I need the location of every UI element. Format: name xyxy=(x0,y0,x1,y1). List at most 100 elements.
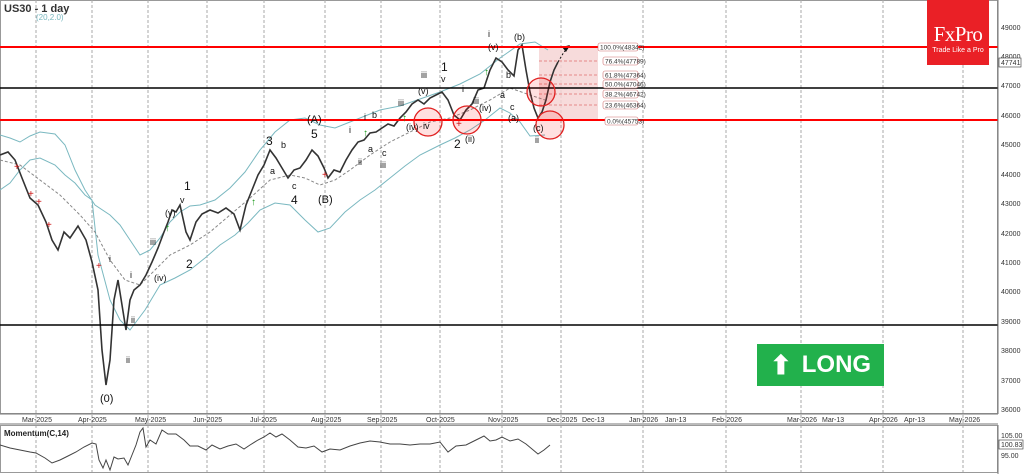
svg-text:Apr-2025: Apr-2025 xyxy=(78,417,107,424)
chart-title: US30 - 1 day xyxy=(4,3,70,15)
svg-text:Jan-2026: Jan-2026 xyxy=(629,417,658,424)
svg-text:+: + xyxy=(322,170,328,181)
svg-text:47000: 47000 xyxy=(1001,83,1021,90)
svg-text:i: i xyxy=(349,125,351,135)
svg-text:+: + xyxy=(14,162,20,173)
bollinger-bands xyxy=(0,41,549,331)
svg-text:100.83: 100.83 xyxy=(1001,442,1023,449)
svg-text:46000: 46000 xyxy=(1001,113,1021,120)
svg-text:ii: ii xyxy=(131,315,135,325)
svg-text:1: 1 xyxy=(441,60,448,74)
svg-text:b: b xyxy=(281,140,286,150)
momentum-value-box xyxy=(998,439,1024,450)
svg-text:a: a xyxy=(368,144,373,154)
svg-text:3: 3 xyxy=(266,134,273,148)
svg-text:+: + xyxy=(96,261,102,272)
svg-text:+: + xyxy=(36,197,42,208)
svg-text:(v): (v) xyxy=(418,86,429,96)
svg-text:(0): (0) xyxy=(100,393,113,405)
logo-brand: FxPro xyxy=(933,22,983,46)
svg-text:(c): (c) xyxy=(533,123,544,133)
svg-text:v: v xyxy=(180,195,185,205)
svg-text:37000: 37000 xyxy=(1001,378,1021,385)
svg-text:0.0%(45753): 0.0%(45753) xyxy=(607,119,644,126)
svg-text:↑: ↑ xyxy=(165,223,170,234)
svg-text:↑: ↑ xyxy=(363,128,368,139)
svg-text:c: c xyxy=(292,181,297,191)
svg-text:i: i xyxy=(462,84,464,94)
svg-text:50.0%(47046): 50.0%(47046) xyxy=(605,82,646,89)
svg-text:2: 2 xyxy=(186,257,193,271)
wave-labels: (0) i i ii ii iii (iv) (v) v 1 2 3 4 b a… xyxy=(100,29,544,405)
fibonacci-labels: 100.0%(48342) 76.4%(47789) 61.8%(47364) … xyxy=(597,42,646,126)
svg-text:Oct-2025: Oct-2025 xyxy=(426,417,455,424)
svg-text:Jan-13: Jan-13 xyxy=(665,417,687,424)
svg-text:+: + xyxy=(28,189,34,200)
svg-text:43000: 43000 xyxy=(1001,201,1021,208)
svg-text:Jul-2025: Jul-2025 xyxy=(250,417,277,424)
svg-text:(b): (b) xyxy=(514,32,525,42)
svg-text:iii: iii xyxy=(150,237,156,247)
momentum-axis[interactable]: 105.00 100.83 95.00 xyxy=(997,425,1024,474)
svg-text:ii: ii xyxy=(535,135,539,145)
svg-text:↑: ↑ xyxy=(402,113,407,124)
svg-text:38.2%(46742): 38.2%(46742) xyxy=(605,92,646,99)
fxpro-logo: FxPro Trade Like a Pro xyxy=(927,0,989,65)
svg-text:4: 4 xyxy=(291,193,298,207)
svg-text:Apr-13: Apr-13 xyxy=(904,417,925,424)
svg-text:Aug-2025: Aug-2025 xyxy=(311,417,341,424)
moving-average xyxy=(0,87,546,286)
svg-text:(v): (v) xyxy=(488,42,499,52)
svg-text:40000: 40000 xyxy=(1001,289,1021,296)
svg-text:ii: ii xyxy=(358,157,362,167)
svg-text:44000: 44000 xyxy=(1001,172,1021,179)
logo-tagline: Trade Like a Pro xyxy=(932,47,984,54)
highlight-circles xyxy=(413,77,565,140)
svg-text:i: i xyxy=(364,112,366,122)
time-axis[interactable]: Mar-2025 Apr-2025 May-2025 Jun-2025 Jul-… xyxy=(0,413,998,425)
svg-text:48000: 48000 xyxy=(1001,54,1021,61)
svg-text:iii: iii xyxy=(398,98,404,108)
arrow-up-icon: ⬆ xyxy=(769,350,792,380)
svg-text:41000: 41000 xyxy=(1001,260,1021,267)
buy-markers: ↑ ↑ ↑ ↑ ↑ xyxy=(165,67,489,234)
svg-text:(iv): (iv) xyxy=(154,273,167,283)
svg-text:76.4%(47789): 76.4%(47789) xyxy=(605,59,646,66)
svg-text:↑: ↑ xyxy=(251,197,256,208)
svg-text:May-2026: May-2026 xyxy=(949,417,980,424)
svg-text:105.00: 105.00 xyxy=(1001,433,1023,440)
svg-text:+: + xyxy=(46,220,52,231)
svg-text:61.8%(47364): 61.8%(47364) xyxy=(605,73,646,80)
svg-text:b: b xyxy=(372,110,377,120)
sell-markers: + + + + + + + xyxy=(14,119,462,272)
svg-text:Jun-2025: Jun-2025 xyxy=(193,417,222,424)
svg-text:2: 2 xyxy=(454,137,461,151)
svg-text:Dec-2025: Dec-2025 xyxy=(547,417,577,424)
svg-text:+: + xyxy=(456,119,462,130)
svg-text:(iv): (iv) xyxy=(479,103,492,113)
svg-text:May-2025: May-2025 xyxy=(135,417,166,424)
vertical-grid xyxy=(35,0,964,474)
price-axis[interactable]: 49000 48000 47000 46000 45000 44000 4300… xyxy=(997,0,1022,414)
svg-text:45000: 45000 xyxy=(1001,142,1021,149)
svg-text:i: i xyxy=(109,254,111,264)
svg-text:(a): (a) xyxy=(508,113,519,123)
svg-text:v: v xyxy=(441,74,446,84)
svg-text:38000: 38000 xyxy=(1001,348,1021,355)
svg-text:i: i xyxy=(488,29,490,39)
svg-text:↑: ↑ xyxy=(484,67,489,78)
svg-text:Mar-2025: Mar-2025 xyxy=(22,417,52,424)
svg-text:(B): (B) xyxy=(318,194,333,206)
svg-text:Apr-2026: Apr-2026 xyxy=(869,417,898,424)
svg-text:(iv): (iv) xyxy=(406,122,419,132)
svg-text:c: c xyxy=(382,148,387,158)
long-signal-badge: ⬆ LONG xyxy=(757,344,884,386)
svg-text:i: i xyxy=(130,270,132,280)
svg-text:iv: iv xyxy=(423,121,430,131)
momentum-label: Momentum(C,14) xyxy=(4,429,69,438)
svg-text:c: c xyxy=(510,102,515,112)
momentum-series xyxy=(0,426,551,472)
svg-text:100.0%(48342): 100.0%(48342) xyxy=(600,45,644,52)
